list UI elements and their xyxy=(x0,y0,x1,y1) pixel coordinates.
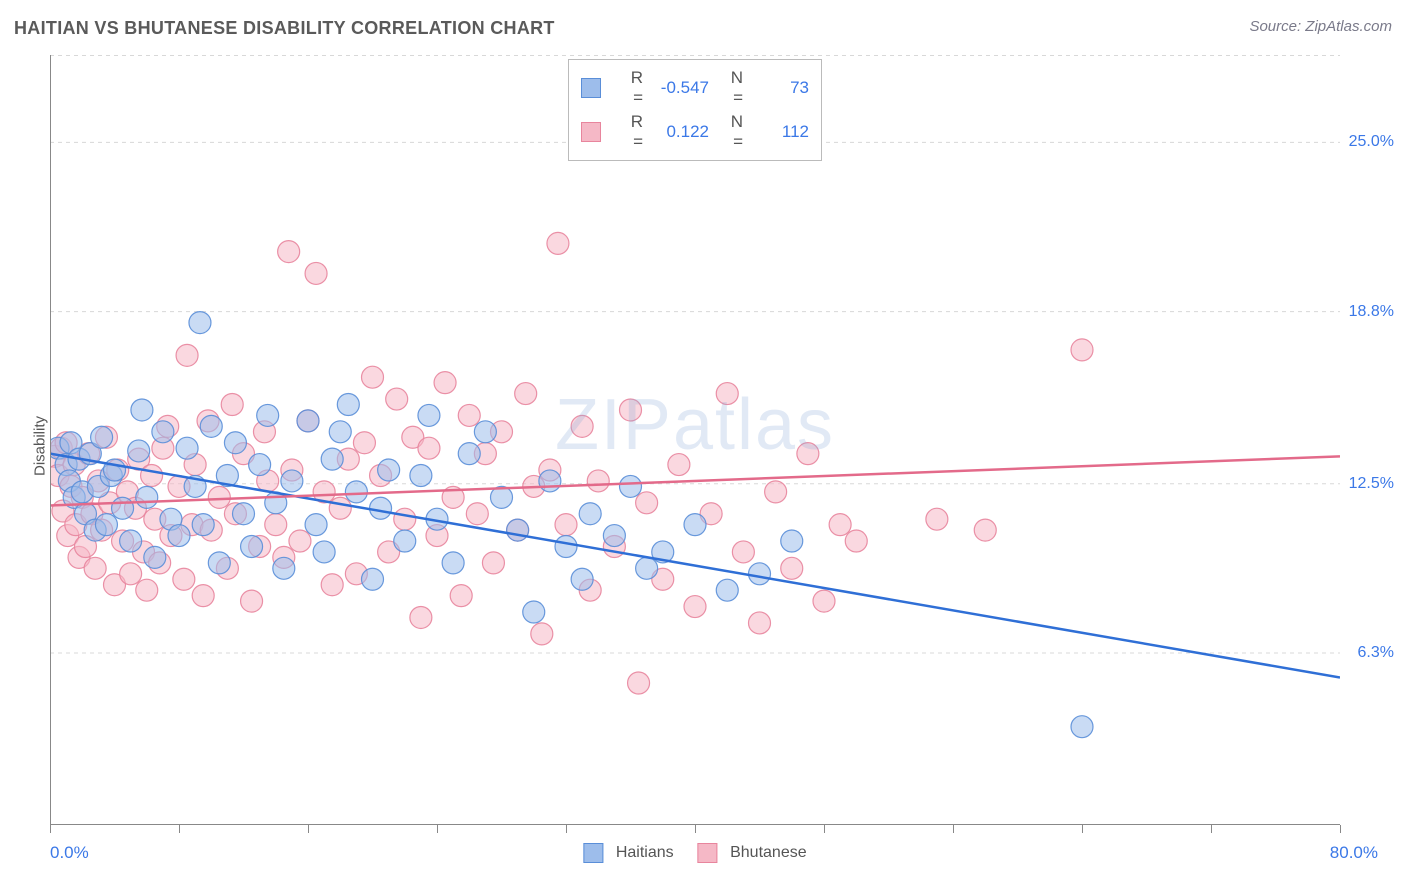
stat-r-bhutanese: 0.122 xyxy=(651,122,709,142)
y-axis-line xyxy=(50,55,51,825)
stat-n-label: N = xyxy=(717,68,743,108)
x-tick xyxy=(695,825,696,833)
chart-header: HAITIAN VS BHUTANESE DISABILITY CORRELAT… xyxy=(14,18,1392,48)
stats-legend-box: R = -0.547 N = 73 R = 0.122 N = 112 xyxy=(568,59,822,161)
stat-r-label: R = xyxy=(617,68,643,108)
legend-swatch-bhutanese xyxy=(698,843,718,863)
x-tick xyxy=(1082,825,1083,833)
x-tick xyxy=(50,825,51,833)
x-tick xyxy=(437,825,438,833)
scatter-chart xyxy=(50,55,1340,825)
y-tick-label: 25.0% xyxy=(1349,133,1394,151)
swatch-haitians xyxy=(581,78,601,98)
x-tick xyxy=(1211,825,1212,833)
y-tick-label: 6.3% xyxy=(1358,644,1394,662)
legend-label-bhutanese: Bhutanese xyxy=(730,844,807,861)
legend-swatch-haitians xyxy=(583,843,603,863)
x-tick xyxy=(308,825,309,833)
swatch-bhutanese xyxy=(581,122,601,142)
legend-item-haitians: Haitians xyxy=(583,843,673,863)
y-tick-label: 18.8% xyxy=(1349,303,1394,321)
chart-area: ZIPatlas R = -0.547 N = 73 R = 0.122 N =… xyxy=(50,55,1340,825)
bottom-legend: Haitians Bhutanese xyxy=(583,843,806,863)
x-tick xyxy=(824,825,825,833)
stats-row-haitians: R = -0.547 N = 73 xyxy=(581,66,809,110)
legend-item-bhutanese: Bhutanese xyxy=(698,843,807,863)
x-tick xyxy=(953,825,954,833)
stat-r-haitians: -0.547 xyxy=(651,78,709,98)
x-tick xyxy=(1340,825,1341,833)
chart-title: HAITIAN VS BHUTANESE DISABILITY CORRELAT… xyxy=(14,18,555,38)
stat-r-label: R = xyxy=(617,112,643,152)
stats-row-bhutanese: R = 0.122 N = 112 xyxy=(581,110,809,154)
stat-n-haitians: 73 xyxy=(751,78,809,98)
x-axis-min-label: 0.0% xyxy=(50,843,89,863)
x-axis-max-label: 80.0% xyxy=(1330,843,1378,863)
y-axis-label: Disability xyxy=(32,416,49,476)
x-tick xyxy=(179,825,180,833)
legend-label-haitians: Haitians xyxy=(616,844,674,861)
y-tick-label: 12.5% xyxy=(1349,475,1394,493)
source-label: Source: ZipAtlas.com xyxy=(1249,18,1392,35)
x-tick xyxy=(566,825,567,833)
stat-n-label: N = xyxy=(717,112,743,152)
stat-n-bhutanese: 112 xyxy=(751,122,809,142)
